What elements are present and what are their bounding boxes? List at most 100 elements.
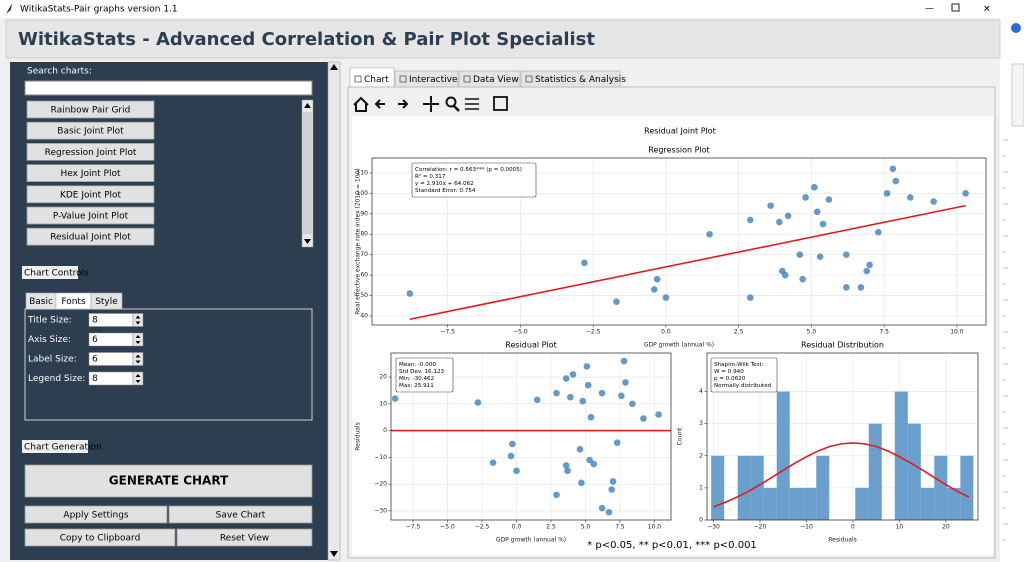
y-tick-label: 20 xyxy=(379,374,387,381)
chart-button[interactable] xyxy=(26,100,155,119)
annotation-line: Shapiro-Wilk Test: xyxy=(714,362,764,368)
main-scroll-up[interactable] xyxy=(330,64,338,70)
maximize-button[interactable] xyxy=(951,3,960,12)
scatter-point xyxy=(811,183,818,191)
action-buttons: Apply Settings Save Chart Copy to Clipboar… xyxy=(24,505,313,547)
scatter-point xyxy=(562,462,570,469)
x-tick-label: −20 xyxy=(754,524,767,531)
histogram-bar xyxy=(789,487,804,520)
scroll-up[interactable] xyxy=(304,103,311,108)
chart-button[interactable] xyxy=(26,206,155,225)
font-fields: Title Size: 8 Axis Size: 6 Label Size: 6 Legen… xyxy=(27,313,144,386)
annotation-line: Normally distributed xyxy=(714,383,772,389)
main-scroll-down[interactable] xyxy=(330,551,338,557)
control-tab-label: Fonts xyxy=(61,297,86,307)
footnote: * p<0.05, ** p<0.01, *** p<0.001 xyxy=(587,540,757,551)
scatter-point xyxy=(509,440,516,448)
zoom-icon[interactable] xyxy=(445,96,457,108)
x-tick-label: 0.0 xyxy=(512,524,522,531)
scatter-point xyxy=(776,218,783,226)
field-value: 8 xyxy=(92,316,98,326)
action-button[interactable] xyxy=(24,505,168,524)
scatter-point xyxy=(507,452,515,460)
back-icon[interactable] xyxy=(374,99,385,109)
field-label: Axis Size: xyxy=(28,335,71,345)
action-button[interactable] xyxy=(168,505,313,524)
scatter-point xyxy=(567,393,574,401)
scatter-point xyxy=(583,363,591,370)
main-tab-label: Interactive xyxy=(409,75,458,85)
x-tick-label: 10.0 xyxy=(950,329,964,336)
annotation-line: Correlation: r = 0.563*** (p = 0.0005) xyxy=(415,167,522,173)
histogram-bar xyxy=(920,487,935,520)
scatter-point xyxy=(816,253,824,261)
scatter-point xyxy=(608,486,615,493)
minimize-button[interactable]: — xyxy=(925,4,934,14)
scatter-point xyxy=(564,467,571,475)
main-scrollbar[interactable] xyxy=(327,61,341,561)
action-button-label: Apply Settings xyxy=(63,511,128,521)
chart-button[interactable] xyxy=(26,164,155,183)
scatter-point xyxy=(391,395,399,402)
x-tick-label: −30 xyxy=(707,524,720,531)
save-icon[interactable] xyxy=(493,96,508,111)
x-tick-label: 7.5 xyxy=(615,524,625,531)
histogram-bar xyxy=(894,391,908,520)
scatter-point xyxy=(640,415,647,422)
subplot: −7.5 −5.0 −2.5 0.0 2.5 5.0 7.5 10.0 −30 −20 −10 0 10… xyxy=(355,341,672,544)
home-icon[interactable] xyxy=(353,96,369,112)
main-tab-label: Chart xyxy=(364,75,389,85)
subplot: −30 −20 −10 0 10 20 0 1 2 3 4 Residual Distribution… xyxy=(677,341,979,544)
y-tick-label: −10 xyxy=(374,454,387,461)
scatter-point xyxy=(883,190,891,197)
annotation-box xyxy=(395,357,454,393)
action-button[interactable] xyxy=(24,528,176,547)
x-tick-label: 0 xyxy=(851,524,855,531)
histogram-bar xyxy=(816,455,830,520)
toolbar xyxy=(353,96,508,112)
config-icon[interactable] xyxy=(465,98,479,110)
histogram-bar xyxy=(776,391,790,520)
histogram-bar xyxy=(934,455,948,520)
close-button[interactable]: ✕ xyxy=(983,5,991,15)
window-title: WitikaStats-Pair graphs version 1.1 xyxy=(20,5,178,15)
figure-title: Residual Joint Plot xyxy=(644,127,716,136)
x-tick-label: −10 xyxy=(800,524,813,531)
chart-button[interactable] xyxy=(26,142,155,161)
action-button[interactable] xyxy=(176,528,313,547)
generation-label: Chart Generation xyxy=(24,443,102,453)
controls-label: Chart Controls xyxy=(24,269,89,279)
field-spin[interactable] xyxy=(132,371,144,386)
histogram-bar xyxy=(907,423,921,520)
field-spin[interactable] xyxy=(132,313,144,327)
chart-button[interactable] xyxy=(26,185,155,204)
annotation-line: W = 0.940 xyxy=(714,369,744,375)
annotation-line: Min: -30.462 xyxy=(399,376,434,382)
scatter-point xyxy=(569,371,577,378)
scatter-point xyxy=(857,284,865,291)
field-value: 8 xyxy=(92,374,98,384)
scroll-down[interactable] xyxy=(304,239,311,244)
scatter-point xyxy=(578,479,585,487)
header-bar xyxy=(5,19,1001,59)
annotation-box xyxy=(411,162,537,198)
field-spin[interactable] xyxy=(132,352,144,366)
search-input[interactable] xyxy=(24,80,313,96)
scatter-point xyxy=(799,275,806,283)
scatter-point xyxy=(562,375,570,382)
header-title: WitikaStats - Advanced Correlation & Pai… xyxy=(18,29,595,50)
scatter-point xyxy=(746,216,754,224)
pan-icon[interactable] xyxy=(423,96,439,112)
x-tick-label: 10 xyxy=(896,524,904,531)
generate-button[interactable] xyxy=(24,464,313,498)
forward-icon[interactable] xyxy=(398,99,409,109)
subplot-title: Residual Distribution xyxy=(801,341,884,350)
histogram-bar xyxy=(737,455,751,520)
scroll-thumb[interactable] xyxy=(303,112,312,234)
chart-button[interactable] xyxy=(26,121,155,140)
field-spin[interactable] xyxy=(132,332,144,347)
chart-button[interactable] xyxy=(26,227,155,246)
x-tick-label: −2.5 xyxy=(475,524,490,531)
histogram-bar xyxy=(750,455,764,520)
x-tick-label: 20 xyxy=(942,524,950,531)
